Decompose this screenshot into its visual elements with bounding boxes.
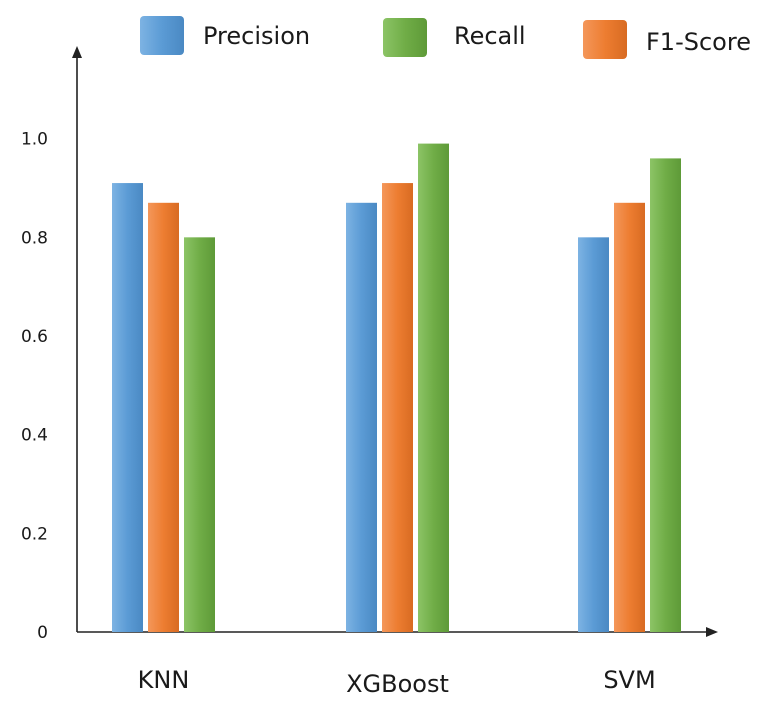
y-tick-label-0-2: 0.2 [21, 524, 48, 544]
bar-svm-f1-score [614, 202, 645, 633]
bar-knn-f1-score [148, 202, 179, 633]
y-tick-label-0: 0 [37, 623, 48, 643]
y-axis-arrowhead [72, 46, 82, 58]
legend-swatch-recall [383, 18, 427, 57]
y-tick-label-0-8: 0.8 [21, 228, 48, 248]
category-label-knn: KNN [138, 666, 190, 694]
bar-svm-precision [578, 237, 609, 633]
bar-xgboost-precision [346, 202, 377, 633]
y-tick-label-1-0: 1.0 [21, 130, 48, 150]
legend-swatch-f1-score [583, 20, 627, 59]
category-labels: KNN XGBoost SVM [138, 666, 656, 698]
legend-label-recall: Recall [454, 22, 526, 50]
category-label-xgboost: XGBoost [346, 670, 449, 697]
y-tick-labels: 0 0.2 0.4 0.6 0.8 1.0 [21, 130, 48, 643]
bar-xgboost-recall [418, 143, 449, 632]
legend: Precision Recall F1-Score [140, 16, 751, 59]
legend-swatch-precision [140, 16, 184, 55]
x-axis-arrowhead [706, 627, 718, 637]
legend-label-precision: Precision [203, 22, 310, 50]
bars [112, 143, 681, 633]
y-tick-label-0-6: 0.6 [21, 327, 48, 347]
bar-knn-recall [184, 237, 215, 633]
bar-xgboost-f1-score [382, 183, 413, 633]
category-label-svm: SVM [603, 666, 655, 694]
y-tick-label-0-4: 0.4 [21, 426, 48, 446]
legend-label-f1-score: F1-Score [646, 28, 751, 56]
bar-svm-recall [650, 158, 681, 632]
bar-knn-precision [112, 183, 143, 633]
